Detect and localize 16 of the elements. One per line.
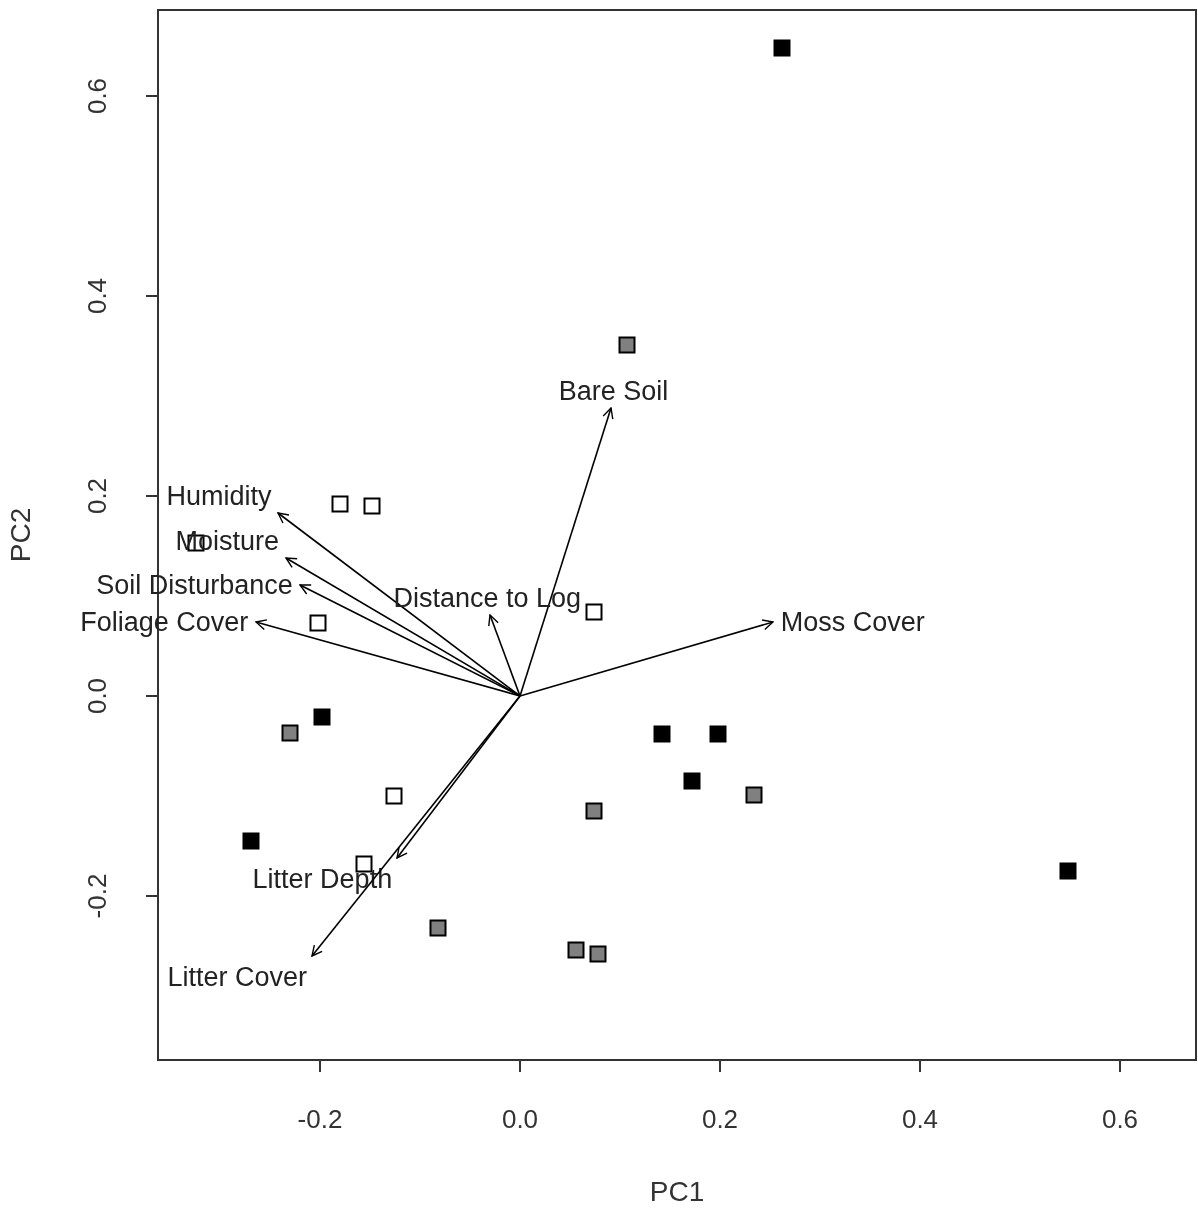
y-tick-label: 0.2 <box>82 477 112 515</box>
series-label: Humidity <box>166 481 273 511</box>
x-tick-label: 0.4 <box>901 1104 939 1134</box>
series-label: Moss Cover <box>780 607 925 637</box>
y-tick-label: 0.0 <box>82 677 112 715</box>
x-tick-label: 0.2 <box>701 1104 739 1134</box>
y-tick-label: 0.6 <box>82 77 112 115</box>
y-tick-label: 0.4 <box>82 277 112 315</box>
series-label: Bare Soil <box>558 376 669 406</box>
y-tick-label: -0.2 <box>82 873 112 919</box>
series-label: Litter Cover <box>167 962 307 992</box>
x-tick-label: 0.0 <box>501 1104 539 1134</box>
x-tick-label: -0.2 <box>297 1104 343 1134</box>
y-axis-title: PC2 <box>5 507 36 563</box>
x-tick-label: 0.6 <box>1101 1104 1139 1134</box>
x-axis-title: PC1 <box>649 1176 705 1207</box>
